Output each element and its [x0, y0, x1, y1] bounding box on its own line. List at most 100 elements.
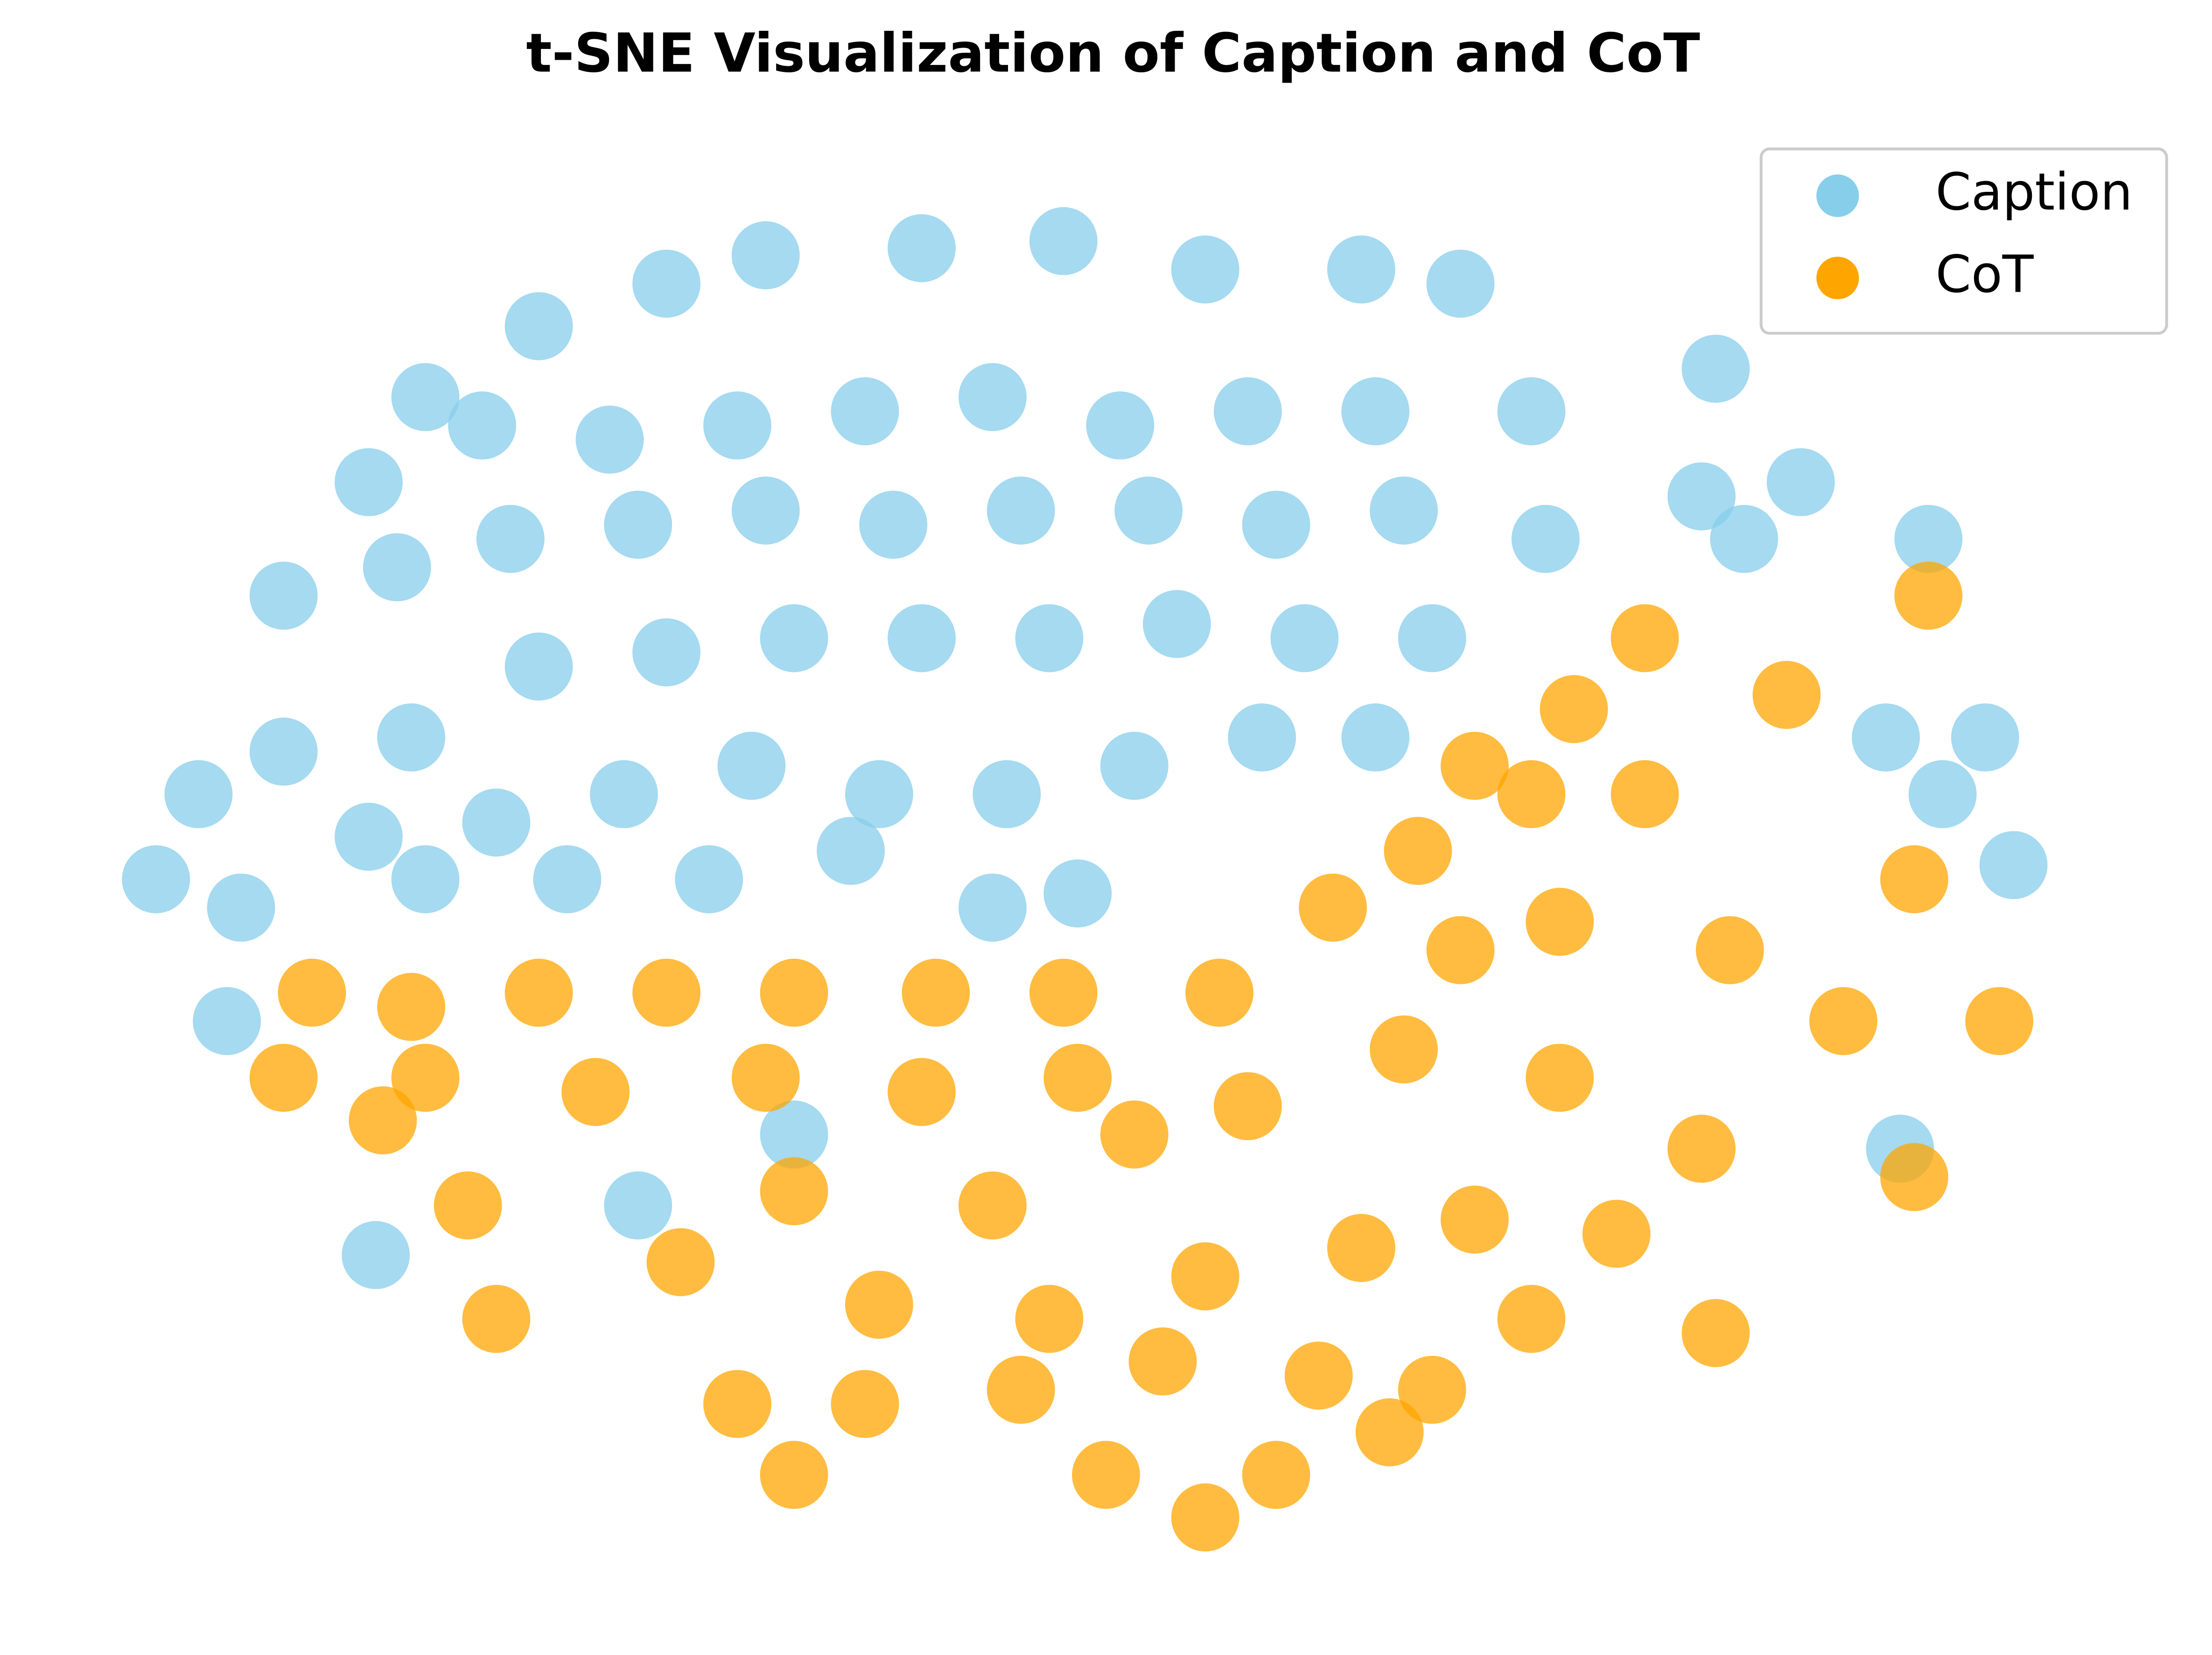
- scatter-point: [1143, 590, 1211, 658]
- scatter-point: [504, 959, 573, 1027]
- scatter-point: [1270, 604, 1339, 673]
- scatter-point: [476, 505, 545, 573]
- scatter-point: [831, 377, 899, 446]
- scatter-point: [1426, 916, 1495, 984]
- scatter-point: [342, 1221, 410, 1290]
- scatter-point: [1029, 959, 1098, 1027]
- scatter-point: [1880, 845, 1948, 913]
- scatter-point: [1852, 703, 1920, 771]
- scatter-point: [504, 632, 573, 701]
- scatter-point: [760, 1100, 828, 1169]
- scatter-point: [1526, 888, 1594, 956]
- scatter-point: [1015, 604, 1084, 673]
- legend-box: [1759, 147, 2168, 335]
- scatter-point: [1299, 873, 1367, 942]
- scatter-point: [888, 1058, 956, 1126]
- scatter-point: [448, 391, 516, 460]
- scatter-point: [1610, 604, 1679, 673]
- scatter-point: [1696, 916, 1764, 984]
- scatter-point: [1100, 1100, 1169, 1169]
- scatter-point: [817, 817, 885, 885]
- scatter-point: [1370, 1015, 1438, 1084]
- scatter-point: [703, 1370, 771, 1438]
- scatter-point: [703, 391, 771, 460]
- scatter-point: [1029, 207, 1098, 275]
- plot-area: [122, 207, 2048, 1552]
- scatter-point: [1128, 1327, 1197, 1396]
- scatter-point: [1809, 987, 1877, 1055]
- scatter-point: [462, 1284, 531, 1353]
- scatter-point: [1370, 476, 1438, 545]
- scatter-point: [1441, 1185, 1509, 1254]
- scatter-point: [1213, 1072, 1282, 1140]
- scatter-point: [888, 604, 956, 673]
- legend-label: Caption: [1936, 162, 2133, 222]
- scatter-point: [1979, 831, 2048, 899]
- scatter-point: [1398, 1355, 1466, 1424]
- scatter-point: [1710, 505, 1778, 573]
- scatter-point: [1043, 859, 1112, 928]
- scatter-point: [1341, 703, 1410, 771]
- scatter-point: [533, 845, 602, 913]
- scatter-point: [1171, 235, 1239, 304]
- scatter-point: [1327, 235, 1395, 304]
- legend-label: CoT: [1936, 244, 2034, 304]
- scatter-point: [1880, 1143, 1948, 1211]
- scatter-point: [335, 802, 403, 871]
- scatter-point: [1355, 1398, 1424, 1466]
- scatter-point: [760, 1157, 828, 1226]
- legend-marker: [1816, 174, 1859, 217]
- scatter-point: [1384, 817, 1452, 885]
- scatter-point: [1426, 249, 1495, 318]
- scatter-point: [1766, 448, 1835, 517]
- scatter-point: [959, 363, 1027, 431]
- scatter-point: [1610, 760, 1679, 828]
- scatter-point: [902, 959, 970, 1027]
- scatter-point: [278, 959, 346, 1027]
- scatter-point: [1327, 1213, 1395, 1282]
- scatter-point: [1171, 1483, 1239, 1552]
- scatter-point: [1894, 561, 1963, 630]
- scatter-point: [987, 476, 1055, 545]
- scatter-point: [1667, 462, 1736, 531]
- scatter-point: [561, 1058, 630, 1126]
- scatter-point: [462, 788, 531, 857]
- scatter-point: [1667, 1115, 1736, 1183]
- scatter-point: [731, 476, 800, 545]
- scatter-point: [1043, 1044, 1112, 1112]
- scatter-point: [1242, 1441, 1310, 1509]
- scatter-point: [1228, 703, 1296, 771]
- scatter-point: [717, 731, 786, 800]
- scatter-point: [335, 448, 403, 517]
- scatter-point: [731, 1044, 800, 1112]
- scatter-point: [434, 1171, 502, 1240]
- scatter-point: [1242, 491, 1310, 559]
- scatter-point: [207, 873, 275, 942]
- scatter-point: [391, 845, 460, 913]
- scatter-point: [1100, 731, 1169, 800]
- scatter-point: [1908, 760, 1977, 828]
- scatter-point: [1497, 377, 1566, 446]
- scatter-point: [590, 760, 658, 828]
- scatter-point: [1015, 1284, 1084, 1353]
- scatter-point: [1681, 1299, 1750, 1367]
- scatter-point: [1951, 703, 2019, 771]
- scatter-point: [1341, 377, 1410, 446]
- scatter-point: [1540, 675, 1608, 743]
- scatter-point: [987, 1355, 1055, 1424]
- scatter-point: [391, 363, 460, 431]
- scatter-point: [377, 703, 446, 771]
- scatter-point: [363, 533, 431, 602]
- scatter-point: [1681, 335, 1750, 403]
- scatter-point: [632, 249, 700, 318]
- scatter-point: [731, 221, 800, 289]
- scatter-point: [377, 973, 446, 1041]
- scatter-point: [1965, 987, 2034, 1055]
- scatter-point: [675, 845, 743, 913]
- scatter-point: [760, 604, 828, 673]
- scatter-point: [831, 1370, 899, 1438]
- scatter-point: [1441, 731, 1509, 800]
- scatter-point: [249, 717, 318, 786]
